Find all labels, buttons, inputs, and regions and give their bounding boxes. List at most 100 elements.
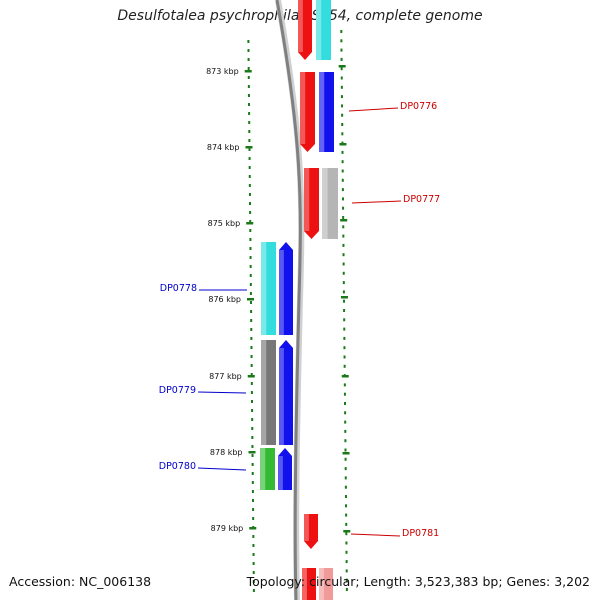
ruler-dot xyxy=(343,327,346,331)
ruler-dot xyxy=(250,346,253,349)
gene-dp0781-arrow xyxy=(304,514,318,549)
ruler-dot xyxy=(341,113,344,117)
ruler-dot xyxy=(341,150,344,154)
ruler-dot xyxy=(248,157,251,160)
gene-label-dp0780: DP0780 xyxy=(159,461,196,472)
tick-mark xyxy=(343,530,351,533)
ruler-dot xyxy=(342,253,345,257)
gene-bottom-pink xyxy=(319,568,333,600)
ruler-dot xyxy=(251,463,254,466)
gene-dp0780-rect-body xyxy=(260,448,275,490)
tick-label: 878 kbp xyxy=(210,448,243,457)
ruler-dot xyxy=(249,283,252,286)
tick-mark xyxy=(247,375,255,378)
ruler-dot xyxy=(249,211,252,214)
ruler-dot xyxy=(248,121,251,124)
ruler-dot xyxy=(248,112,251,115)
ruler-dot xyxy=(342,243,345,247)
ruler-dot xyxy=(247,49,250,52)
gene-dp0780-arrow xyxy=(278,448,292,490)
ruler-dot xyxy=(344,467,347,471)
gene-label-dp0776: DP0776 xyxy=(400,101,437,112)
gene-label-line xyxy=(197,467,247,471)
ruler-dot xyxy=(345,532,348,536)
gene-dp0780-rect-shine xyxy=(260,448,266,490)
tick-label: 879 kbp xyxy=(211,524,244,533)
gene-dp0780-rect xyxy=(260,448,275,490)
ruler-dot xyxy=(340,39,343,43)
tick-mark xyxy=(249,527,257,530)
ruler-dot xyxy=(342,281,345,285)
ruler-dot xyxy=(251,454,254,457)
ruler-dot xyxy=(341,104,344,108)
ruler-dot xyxy=(341,169,344,173)
gene-dp0776-arrow-shine xyxy=(300,72,306,144)
gene-label-dp0779: DP0779 xyxy=(159,385,196,396)
ruler-dot xyxy=(343,318,346,322)
tick-mark xyxy=(340,219,348,222)
ruler-dot xyxy=(251,472,254,475)
tick-mark xyxy=(248,451,256,454)
ruler-dot xyxy=(248,148,251,151)
ruler-dot xyxy=(341,132,344,136)
gene-dp0779-rect-body xyxy=(261,340,276,445)
tick-mark xyxy=(245,146,253,149)
ruler-dot xyxy=(251,445,254,448)
gene-dp0779-arrow xyxy=(279,340,293,445)
ruler-dot xyxy=(343,336,346,340)
ruler-dot xyxy=(342,225,345,229)
ruler-dot xyxy=(247,76,250,79)
ruler-dot xyxy=(249,274,252,277)
ruler-dot xyxy=(251,400,253,403)
gene-top-red xyxy=(298,0,312,60)
ruler-dot xyxy=(247,85,250,88)
ruler-dot xyxy=(345,504,348,508)
tick-mark xyxy=(341,375,349,378)
ruler-dot xyxy=(247,58,250,61)
gene-label-dp0781: DP0781 xyxy=(402,528,439,539)
ruler-dot xyxy=(343,392,346,396)
ruler-dot xyxy=(252,535,255,538)
ruler-dot xyxy=(250,391,253,394)
ruler-dot xyxy=(248,103,251,106)
gene-label-line xyxy=(350,533,401,537)
gene-dp0778-arrow xyxy=(279,242,293,335)
ruler-dot xyxy=(248,175,251,178)
ruler-dot xyxy=(342,206,345,210)
ruler-dot xyxy=(250,382,253,385)
ruler-dot xyxy=(340,85,343,89)
gene-dp0777-arrow-body xyxy=(304,168,319,239)
ruler-dot xyxy=(250,337,253,340)
ruler-dot xyxy=(248,166,251,169)
ruler-dot xyxy=(344,402,347,405)
ruler-dot xyxy=(250,301,253,304)
tick-mark xyxy=(338,65,346,68)
gene-dp0776-rect-body xyxy=(319,72,334,152)
gene-bottom-red-body xyxy=(302,568,316,600)
ruler-dot xyxy=(251,481,254,484)
ruler-dot xyxy=(344,457,347,461)
ruler-dot xyxy=(345,578,348,582)
ruler-dot xyxy=(342,299,345,303)
ruler-dot xyxy=(340,76,343,80)
gene-bottom-red xyxy=(302,568,316,600)
ruler-dot xyxy=(342,216,345,219)
tick-mark xyxy=(342,452,350,455)
ruler-dot xyxy=(251,418,254,421)
gene-dp0777-rect-body xyxy=(322,168,338,239)
ruler-dot xyxy=(251,436,254,439)
ruler-dot xyxy=(247,94,250,97)
gene-dp0781-arrow-body xyxy=(304,514,318,549)
gene-top-cyan-body xyxy=(316,0,331,60)
gene-dp0780-arrow-shine xyxy=(278,456,283,490)
gene-bottom-pink-body xyxy=(319,568,333,600)
ruler-dot xyxy=(343,346,346,350)
ruler-dot xyxy=(252,544,255,547)
gene-dp0779-arrow-shine xyxy=(279,348,284,445)
gene-dp0776-arrow-body xyxy=(300,72,315,152)
ruler-dot xyxy=(252,589,255,592)
gene-dp0777-rect-shine xyxy=(322,168,328,239)
ruler-dot xyxy=(249,247,252,250)
ruler-dot xyxy=(252,508,255,511)
